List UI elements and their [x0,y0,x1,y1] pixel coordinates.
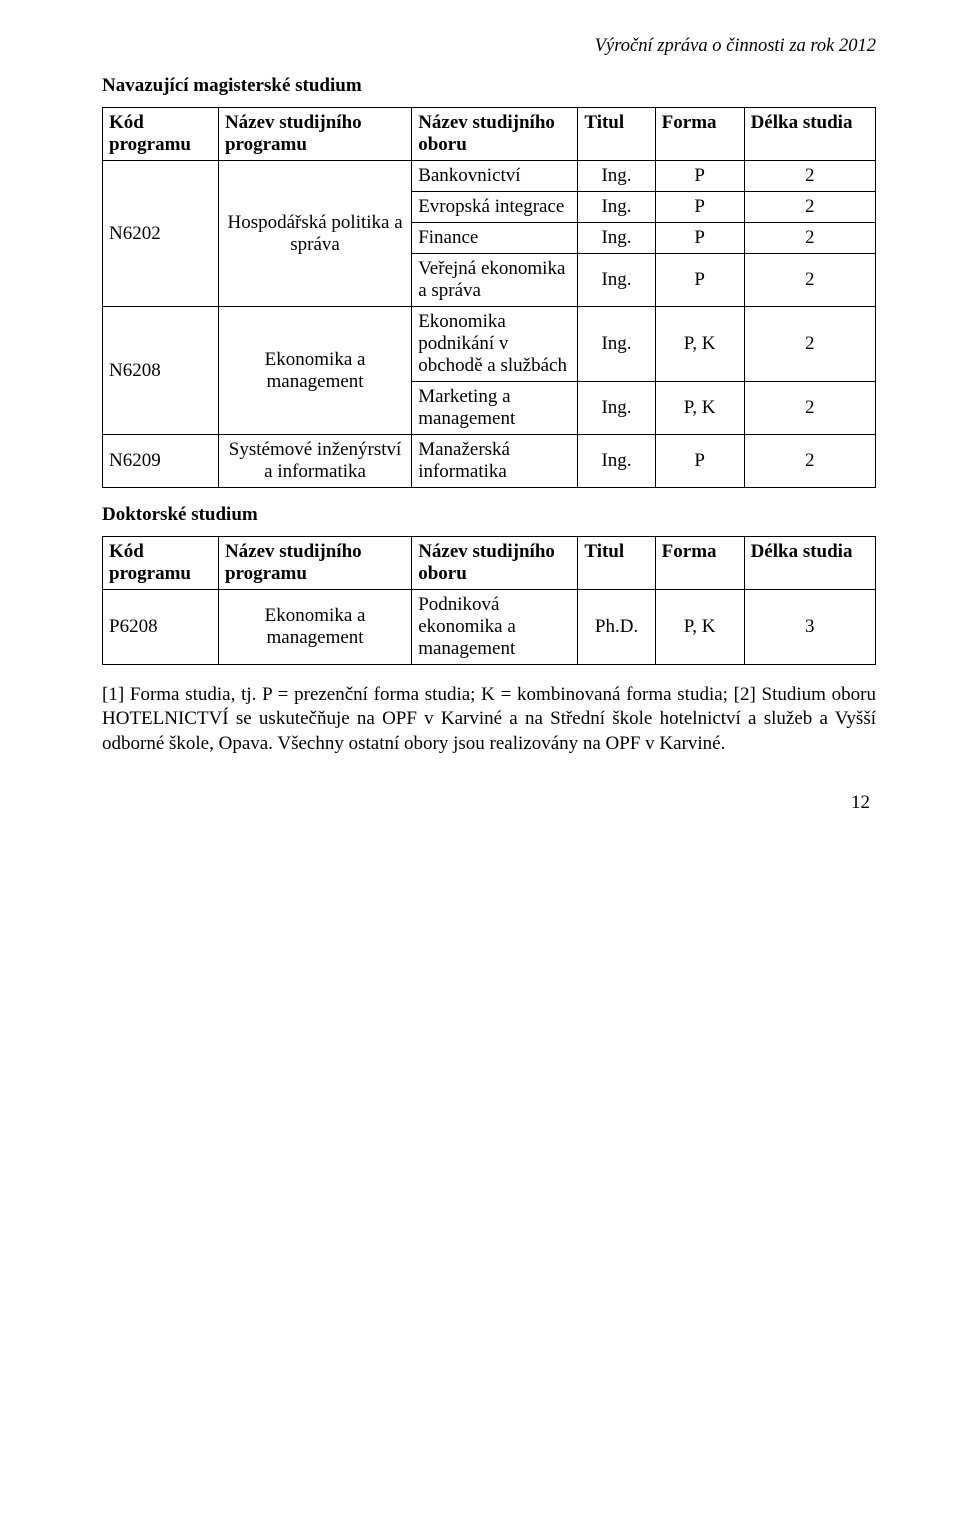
cell-delka: 2 [744,435,875,488]
cell-titul: Ing. [578,254,655,307]
cell-delka: 2 [744,382,875,435]
col-header: Kód programu [103,537,219,590]
page: Výroční zpráva o činnosti za rok 2012 Na… [0,0,960,1540]
cell-obor: Finance [412,223,578,254]
table-row: N6209Systémové inženýrství a informatika… [103,435,876,488]
section-title-phd: Doktorské studium [102,504,876,526]
table-nav-head: Kód programu Název studijního programu N… [103,108,876,161]
col-header: Délka studia [744,108,875,161]
cell-forma: P [655,223,744,254]
cell-obor: Bankovnictví [412,161,578,192]
cell-program: Systémové inženýrství a informatika [218,435,411,488]
cell-forma: P, K [655,307,744,382]
cell-titul: Ing. [578,223,655,254]
cell-obor: Marketing a management [412,382,578,435]
cell-forma: P [655,192,744,223]
footnote: [1] Forma studia, tj. P = prezenční form… [102,683,876,756]
col-header: Forma [655,537,744,590]
table-nav: Kód programu Název studijního programu N… [102,107,876,488]
col-header: Kód programu [103,108,219,161]
table-phd-head: Kód programu Název studijního programu N… [103,537,876,590]
cell-code: N6202 [103,161,219,307]
cell-forma: P, K [655,590,744,665]
cell-forma: P [655,254,744,307]
table-row: Kód programu Název studijního programu N… [103,537,876,590]
col-header: Titul [578,537,655,590]
cell-obor: Podniková ekonomika a management [412,590,578,665]
col-header: Název studijního programu [218,108,411,161]
col-header: Titul [578,108,655,161]
cell-obor: Evropská integrace [412,192,578,223]
col-header: Název studijního oboru [412,537,578,590]
cell-code: N6209 [103,435,219,488]
cell-forma: P, K [655,382,744,435]
table-nav-body: N6202Hospodářská politika a správaBankov… [103,161,876,488]
running-header: Výroční zpráva o činnosti za rok 2012 [102,36,876,57]
cell-delka: 2 [744,223,875,254]
col-header: Forma [655,108,744,161]
cell-obor: Veřejná ekonomika a správa [412,254,578,307]
cell-forma: P [655,161,744,192]
cell-titul: Ing. [578,192,655,223]
section-title-nav: Navazující magisterské studium [102,75,876,97]
cell-delka: 3 [744,590,875,665]
cell-obor: Ekonomika podnikání v obchodě a službách [412,307,578,382]
col-header: Název studijního oboru [412,108,578,161]
cell-program: Ekonomika a management [218,307,411,435]
cell-delka: 2 [744,254,875,307]
cell-obor: Manažerská informatika [412,435,578,488]
table-row: N6208Ekonomika a managementEkonomika pod… [103,307,876,382]
cell-code: P6208 [103,590,219,665]
table-row: P6208Ekonomika a managementPodniková eko… [103,590,876,665]
table-row: Kód programu Název studijního programu N… [103,108,876,161]
cell-titul: Ph.D. [578,590,655,665]
cell-delka: 2 [744,307,875,382]
table-row: N6202Hospodářská politika a správaBankov… [103,161,876,192]
cell-program: Ekonomika a management [218,590,411,665]
table-phd-body: P6208Ekonomika a managementPodniková eko… [103,590,876,665]
cell-delka: 2 [744,161,875,192]
cell-delka: 2 [744,192,875,223]
cell-forma: P [655,435,744,488]
cell-titul: Ing. [578,307,655,382]
cell-titul: Ing. [578,382,655,435]
cell-titul: Ing. [578,161,655,192]
table-phd: Kód programu Název studijního programu N… [102,536,876,665]
cell-program: Hospodářská politika a správa [218,161,411,307]
page-number: 12 [102,792,876,814]
col-header: Délka studia [744,537,875,590]
col-header: Název studijního programu [218,537,411,590]
cell-titul: Ing. [578,435,655,488]
cell-code: N6208 [103,307,219,435]
